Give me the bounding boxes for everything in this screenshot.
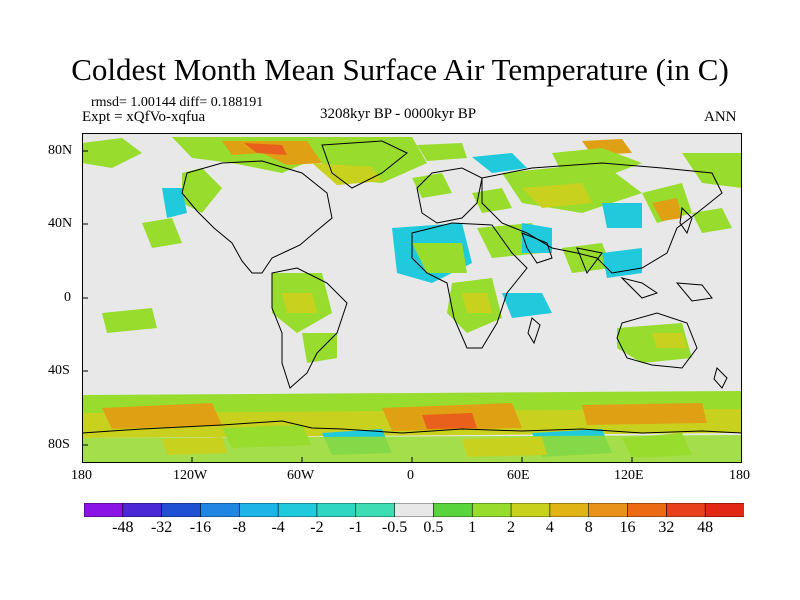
colorbar-label: -0.5 (381, 519, 408, 536)
anomaly-field (82, 137, 742, 463)
colorbar-swatch (161, 503, 202, 517)
colorbar-swatch (122, 503, 163, 517)
colorbar-swatch (355, 503, 396, 517)
chart-title: Coldest Month Mean Surface Air Temperatu… (71, 52, 729, 87)
lat-tick-0: 0 (64, 290, 71, 305)
lon-tick-120w: 120W (173, 468, 208, 483)
lon-tick-60e: 60E (507, 468, 530, 483)
lat-tick-80s: 80S (48, 437, 70, 452)
axis-ticks (82, 150, 633, 463)
colorbar-label: 16 (619, 519, 636, 536)
colorbar-label: -2 (310, 519, 324, 536)
world-map (82, 133, 742, 463)
lon-tick-180w: 180 (71, 468, 92, 483)
colorbar-swatch (627, 503, 667, 517)
colorbar-label: -48 (112, 519, 134, 536)
lon-tick-60w: 60W (287, 468, 315, 483)
colorbar-label: -1 (349, 519, 363, 536)
lon-tick-180e: 180 (729, 468, 750, 483)
colorbar-swatch (588, 503, 629, 517)
colorbar-swatch (316, 503, 357, 517)
stats-text: rmsd= 1.00144 diff= 0.188191 (91, 95, 264, 110)
lon-tick-0: 0 (407, 468, 414, 483)
colorbar-label: 8 (584, 519, 593, 536)
colorbar-swatch (471, 503, 512, 517)
colorbar-swatch (704, 503, 744, 517)
colorbar-swatch (394, 503, 435, 517)
colorbar-label: -4 (271, 519, 285, 536)
colorbar-swatch (666, 503, 706, 517)
colorbar-label: 2 (507, 519, 516, 536)
colorbar-swatch (200, 503, 240, 517)
colorbar (84, 503, 744, 517)
lat-tick-40s: 40S (48, 363, 70, 378)
colorbar-swatch (277, 503, 318, 517)
colorbar-label: -16 (189, 519, 212, 536)
lon-tick-120e: 120E (614, 468, 644, 483)
season-text: ANN (704, 109, 737, 125)
colorbar-swatch (510, 503, 551, 517)
colorbar-label: 0.5 (423, 519, 444, 536)
lat-tick-80n: 80N (48, 143, 73, 158)
colorbar-swatch (549, 503, 590, 517)
colorbar-label: 4 (545, 519, 554, 536)
colorbar-label: 32 (658, 519, 675, 536)
colorbar-label: 1 (468, 519, 477, 536)
coastlines (82, 140, 742, 434)
period-text: 3208kyr BP - 0000kyr BP (320, 106, 477, 122)
experiment-text: Expt = xQfVo-xqfua (82, 109, 206, 125)
colorbar-label: -8 (232, 519, 246, 536)
colorbar-label: -32 (150, 519, 173, 536)
lat-tick-40n: 40N (48, 216, 73, 231)
colorbar-swatch (238, 503, 279, 517)
colorbar-label: 48 (697, 519, 714, 536)
colorbar-swatch (84, 503, 124, 517)
colorbar-swatch (433, 503, 473, 517)
